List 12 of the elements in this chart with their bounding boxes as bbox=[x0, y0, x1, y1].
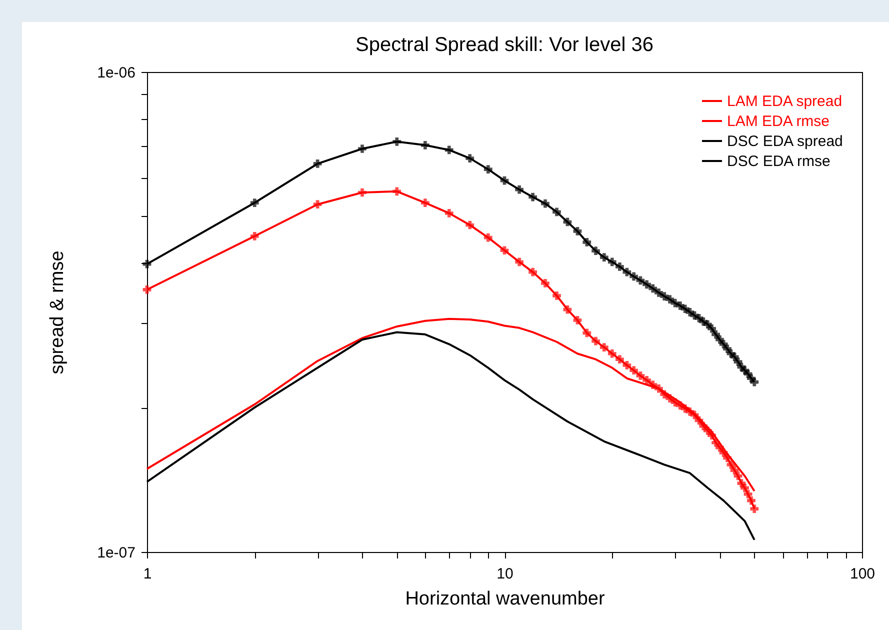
x-axis-title: Horizontal wavenumber bbox=[405, 588, 606, 610]
x-tick-label: 10 bbox=[496, 566, 514, 582]
legend-label: LAM EDA rmse bbox=[727, 113, 830, 130]
legend-label: DSC EDA spread bbox=[727, 133, 843, 150]
x-tick-label: 1 bbox=[143, 566, 152, 582]
x-tick-label: 100 bbox=[850, 566, 876, 582]
y-tick-label: 1e-07 bbox=[97, 544, 136, 562]
legend-label: DSC EDA rmse bbox=[727, 153, 830, 170]
legend-label: LAM EDA spread bbox=[727, 93, 842, 110]
y-tick-label: 1e-06 bbox=[97, 64, 136, 82]
chart-title: Spectral Spread skill: Vor level 36 bbox=[356, 34, 654, 56]
y-axis-title: spread & rmse bbox=[47, 250, 68, 374]
